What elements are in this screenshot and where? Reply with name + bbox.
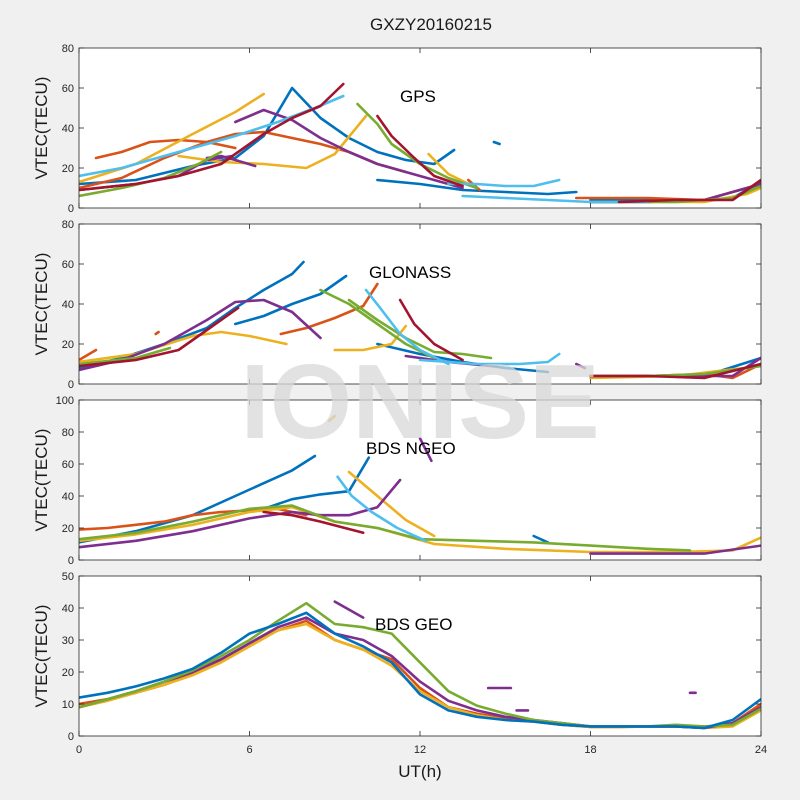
y-tick-label: 40 (62, 603, 74, 615)
y-tick-label: 60 (62, 83, 74, 95)
series-line-7 (154, 330, 160, 336)
panel-4: 0 10 20 30 40 50 0 6 12 18 24 BDS GEO VTEC(TECU) (32, 571, 767, 756)
series-group (79, 600, 761, 730)
series-line-9 (418, 437, 433, 463)
series-line-9 (79, 330, 288, 364)
y-tick-label: 80 (62, 427, 74, 439)
watermark: IONISE (240, 343, 599, 461)
x-tick-label: 18 (584, 744, 596, 756)
x-tick-label: 24 (755, 744, 767, 756)
series-line-10 (589, 544, 761, 555)
series-group (79, 260, 761, 380)
series-line-24 (376, 114, 464, 188)
series-line-15 (234, 108, 464, 190)
y-axis-label: VTEC(TECU) (32, 77, 51, 180)
y-tick-label: 30 (62, 635, 74, 647)
panel-label: BDS GEO (375, 615, 452, 634)
y-tick-label: 20 (62, 339, 74, 351)
series-line-11 (79, 504, 692, 552)
series-line-23 (79, 82, 345, 192)
y-tick-label: 20 (62, 523, 74, 535)
y-tick-label: 20 (62, 163, 74, 175)
series-line-22 (79, 306, 240, 368)
series-line-3 (492, 140, 501, 146)
series-line-1 (79, 454, 317, 544)
series-line-2 (234, 274, 348, 326)
series-line-1 (79, 86, 456, 186)
x-tick-label: 0 (76, 744, 82, 756)
series-line-14 (574, 362, 587, 370)
series-line-2 (262, 456, 371, 511)
series-line-23 (398, 298, 464, 362)
series-line-21 (447, 178, 561, 188)
series-line-5 (79, 348, 98, 362)
series-line-4 (333, 600, 365, 619)
series-line-12 (79, 298, 322, 372)
x-tick-label: 6 (246, 744, 252, 756)
y-tick-label: 20 (62, 667, 74, 679)
y-tick-label: 100 (56, 395, 74, 407)
y-axis-label: VTEC(TECU) (32, 429, 51, 532)
axes-background (79, 400, 761, 560)
y-axis-label: VTEC(TECU) (32, 605, 51, 708)
y-tick-label: 10 (62, 699, 74, 711)
series-group (79, 414, 761, 555)
y-tick-label: 40 (62, 123, 74, 135)
y-tick-label: 40 (62, 299, 74, 311)
y-tick-label: 0 (68, 731, 74, 743)
y-axis-label: VTEC(TECU) (32, 253, 51, 356)
series-line-16 (79, 346, 172, 366)
series-line-24 (589, 362, 761, 380)
axes-background (79, 576, 761, 736)
figure-title: GXZY20160215 (370, 15, 492, 34)
x-tick-label: 12 (414, 744, 426, 756)
y-tick-label: 0 (68, 379, 74, 391)
series-line-2 (376, 178, 578, 196)
panel-2: 0 20 40 60 80 GLONASS VTEC(TECU) (32, 219, 762, 391)
series-line-20 (364, 288, 450, 366)
panel-3: 0 20 40 60 80 100 BDS NGEO VTEC(TECU) (32, 395, 762, 567)
axes-background (79, 48, 761, 208)
x-axis-label: UT(h) (398, 762, 441, 781)
y-tick-label: 0 (68, 555, 74, 567)
series-group (79, 82, 761, 204)
series-line-6 (279, 282, 379, 336)
series-line-18 (356, 102, 479, 190)
series-line-3 (532, 534, 550, 544)
series-line-18 (347, 298, 493, 360)
series-line-7 (347, 470, 436, 538)
y-tick-label: 80 (62, 219, 74, 231)
panels-group: 020406080GPSVTEC(TECU)020406080GLONASSVT… (32, 43, 767, 756)
y-tick-label: 40 (62, 491, 74, 503)
series-line-21 (418, 352, 561, 366)
y-tick-label: 60 (62, 459, 74, 471)
panel-1: 0 20 40 60 80 GPS VTEC(TECU) (32, 43, 762, 215)
y-tick-label: 80 (62, 43, 74, 55)
series-line-17 (319, 288, 436, 360)
panel-label: GPS (400, 87, 436, 106)
y-tick-label: 60 (62, 259, 74, 271)
y-tick-label: 0 (68, 203, 74, 215)
series-line-12 (336, 475, 428, 543)
series-line-25 (617, 178, 761, 204)
series-line-13 (262, 510, 365, 535)
series-line-22 (461, 194, 649, 204)
y-tick-label: 50 (62, 571, 74, 583)
series-line-9 (79, 611, 761, 730)
panel-label: GLONASS (369, 263, 451, 282)
series-line-6 (327, 414, 337, 423)
panel-label: BDS NGEO (366, 439, 456, 458)
